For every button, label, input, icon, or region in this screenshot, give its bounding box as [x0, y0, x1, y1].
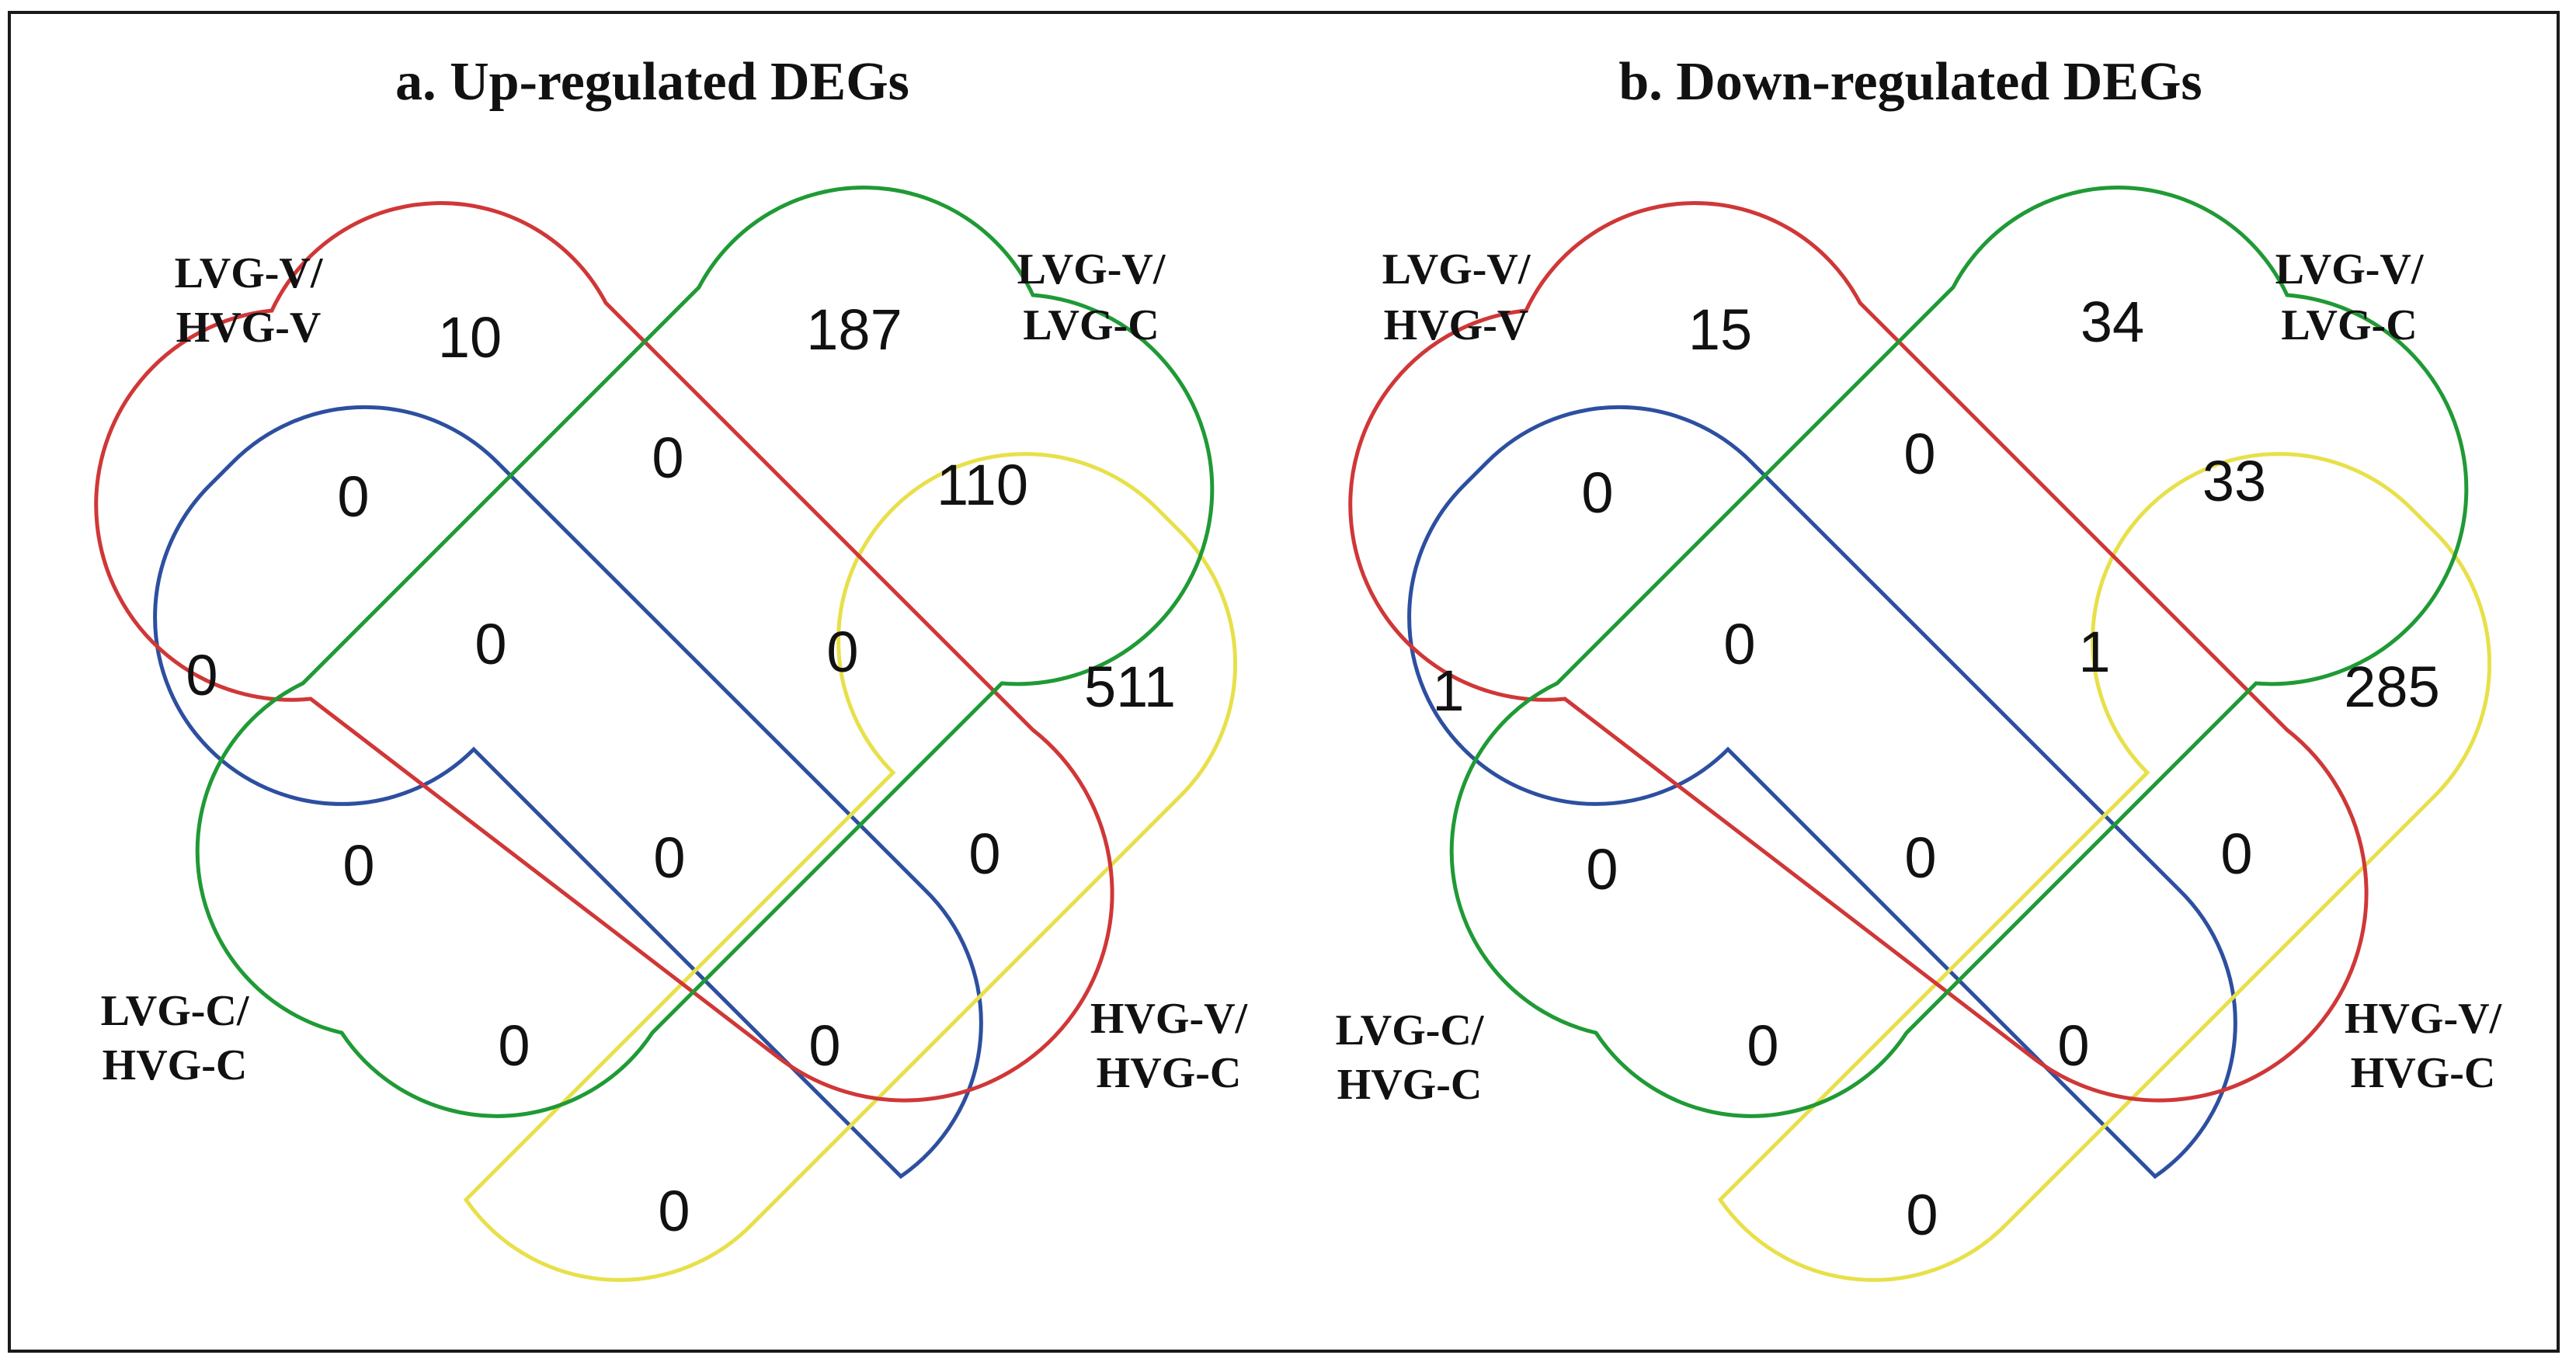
region-count: 110 [937, 453, 1028, 517]
set-label-top-left: LVG-V/ [1382, 245, 1531, 294]
set-red-ellipse [94, 201, 1114, 1103]
region-count: 0 [1904, 825, 1936, 890]
region-count: 1 [2078, 620, 2110, 684]
panel-b-title: b. Down-regulated DEGs [1618, 52, 2202, 112]
set-label-bottom-left: LVG-C/ [101, 987, 250, 1035]
set-red-ellipse [1348, 201, 2369, 1103]
region-count: 0 [342, 833, 374, 898]
region-count: 34 [2081, 290, 2144, 354]
region-count: 0 [2220, 822, 2252, 886]
panel-b: b. Down-regulated DEGs LVG-V/ HVG-V LVG-… [1336, 52, 2503, 1282]
set-label-top-right: LVG-V/ [1017, 245, 1166, 294]
region-count: 0 [652, 426, 683, 490]
region-count: 1 [1432, 658, 1464, 723]
region-count: 285 [2344, 655, 2439, 719]
figure-border [8, 11, 2560, 1353]
region-count: 0 [337, 464, 369, 529]
region-count: 187 [806, 297, 902, 362]
set-label-bottom-right: HVG-V/ [2345, 995, 2503, 1043]
region-count: 0 [653, 825, 685, 890]
set-label-bottom-right-2: HVG-C [2351, 1049, 2496, 1097]
set-label-bottom-right-2: HVG-C [1097, 1049, 1242, 1097]
panel-a: a. Up-regulated DEGs LVG-V/ HVG-V LVG-V/… [94, 52, 1249, 1282]
set-label-top-left-2: HVG-V [1384, 301, 1529, 349]
region-count: 0 [1903, 422, 1935, 486]
set-yellow-ellipse [463, 452, 1238, 1282]
region-count: 0 [1906, 1183, 1938, 1247]
set-label-bottom-left: LVG-C/ [1336, 1006, 1485, 1055]
region-count: 0 [808, 1013, 840, 1078]
region-count: 0 [1581, 460, 1613, 525]
region-count: 0 [826, 620, 858, 684]
region-count: 0 [658, 1179, 690, 1243]
region-count: 511 [1084, 655, 1176, 719]
region-count: 0 [475, 612, 506, 676]
set-blue-ellipse [1407, 405, 2237, 1180]
region-count: 15 [1688, 297, 1752, 362]
region-count: 0 [2057, 1013, 2089, 1078]
set-label-top-left-2: HVG-V [176, 304, 322, 352]
set-label-top-right: LVG-V/ [2275, 245, 2425, 294]
region-count: 0 [968, 822, 1000, 886]
set-label-top-left: LVG-V/ [175, 249, 324, 297]
set-yellow-ellipse [1717, 452, 2492, 1282]
set-label-top-right-2: LVG-C [2281, 301, 2417, 349]
region-count: 0 [186, 643, 217, 707]
panel-a-title: a. Up-regulated DEGs [395, 52, 909, 112]
set-green-ellipse [1449, 186, 2469, 1118]
set-blue-ellipse [153, 405, 983, 1180]
region-count: 33 [2202, 449, 2266, 513]
region-count: 0 [1747, 1013, 1778, 1078]
set-label-top-right-2: LVG-C [1023, 301, 1159, 349]
set-label-bottom-left-2: HVG-C [1337, 1061, 1483, 1109]
set-label-bottom-right: HVG-V/ [1090, 995, 1249, 1043]
region-count: 0 [1586, 837, 1618, 902]
region-count: 10 [438, 305, 502, 370]
set-green-ellipse [195, 186, 1215, 1118]
set-label-bottom-left-2: HVG-C [103, 1041, 248, 1089]
region-count: 0 [498, 1013, 530, 1078]
region-count: 0 [1723, 612, 1755, 676]
